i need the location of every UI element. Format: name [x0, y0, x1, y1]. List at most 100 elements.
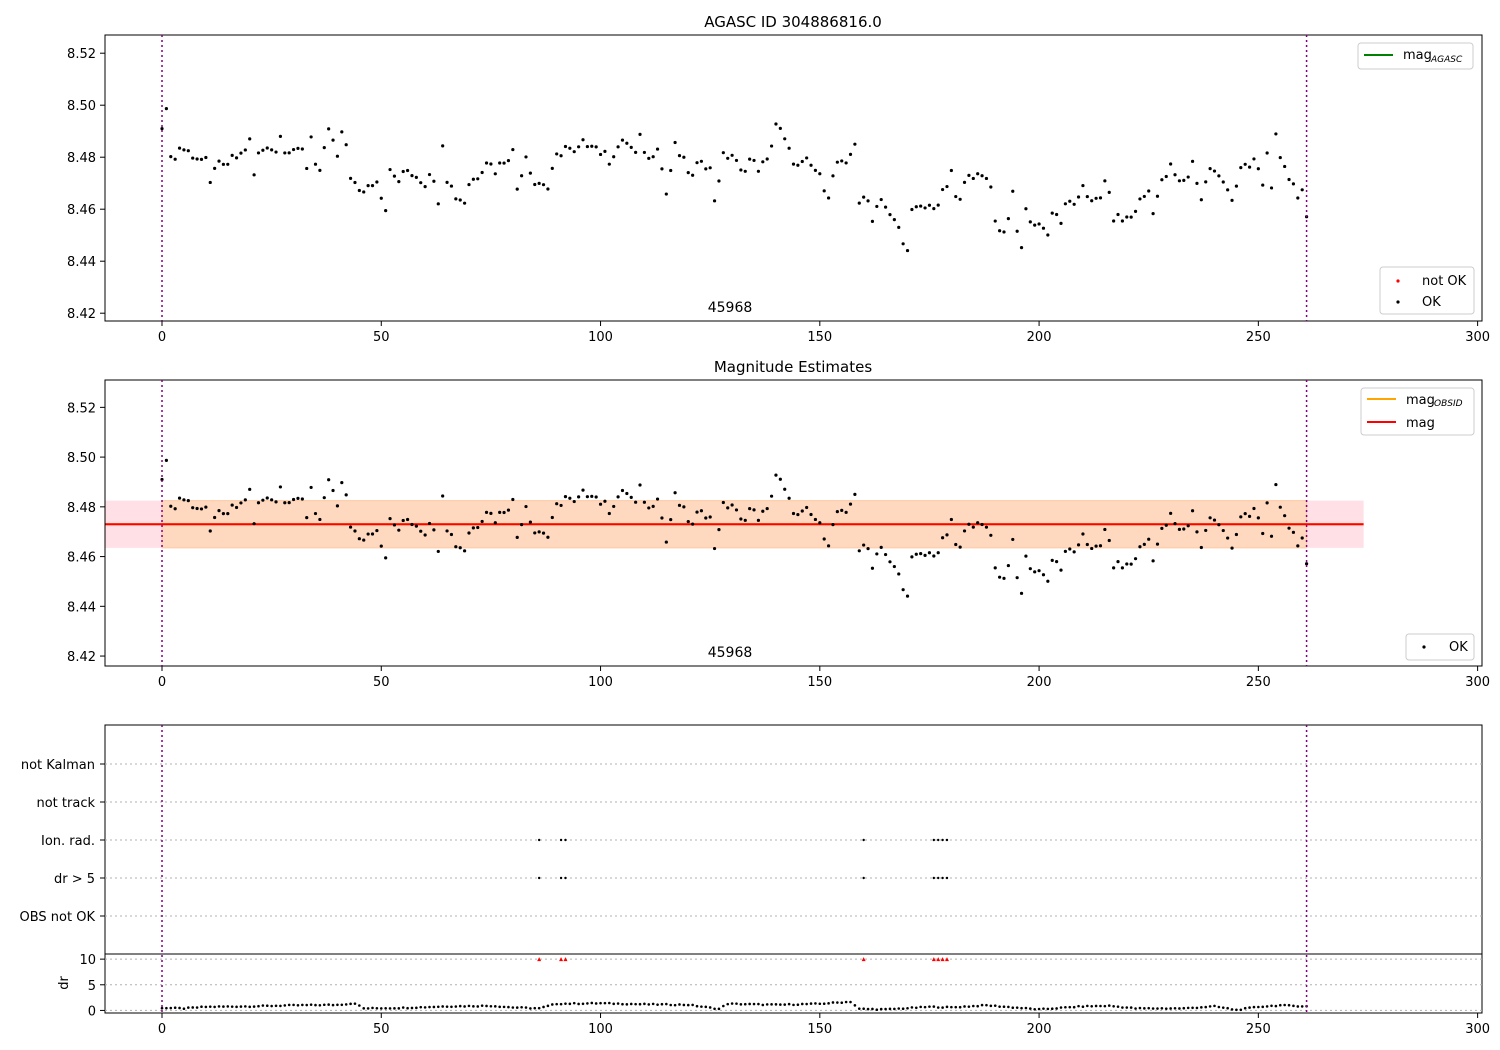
dr-point	[950, 1005, 953, 1009]
ok-point	[370, 532, 375, 536]
ok-point	[1221, 528, 1225, 533]
x-tick-label: 250	[1246, 1022, 1271, 1037]
ok-point	[897, 225, 901, 229]
dr-point	[393, 1007, 396, 1010]
flag-point	[559, 838, 563, 842]
ok-point	[1296, 196, 1300, 200]
dr-point	[612, 1002, 616, 1006]
dr-point	[428, 1005, 431, 1009]
ok-point	[581, 488, 585, 492]
ok-point	[419, 529, 423, 533]
panel4-grid	[105, 958, 1482, 1011]
ok-point	[213, 166, 217, 170]
ok-point	[620, 138, 625, 142]
ok-point	[1226, 188, 1230, 192]
dr-point	[419, 1005, 423, 1009]
ok-point	[423, 185, 427, 189]
ok-point	[357, 188, 361, 193]
ok-point	[1239, 515, 1243, 519]
dr-point	[379, 1007, 383, 1010]
ok-point	[462, 549, 467, 553]
dr-point	[1274, 1004, 1278, 1008]
dr-point	[976, 1004, 979, 1008]
dr-point	[625, 1003, 629, 1006]
ok-point	[822, 537, 826, 541]
panel1-legend-points: not OK OK	[1379, 266, 1475, 315]
dr-point	[594, 1002, 598, 1005]
ok-point	[1199, 198, 1203, 202]
ok-point	[1269, 534, 1274, 538]
dr-point	[735, 1002, 738, 1005]
ok-point	[984, 176, 989, 181]
ok-point	[449, 532, 454, 537]
dr-point	[1151, 1007, 1155, 1010]
dr-point	[1217, 1005, 1221, 1009]
ok-point	[296, 496, 300, 500]
ok-point	[1068, 547, 1072, 551]
ok-point	[1186, 524, 1190, 528]
ok-point	[673, 491, 677, 495]
ok-point	[221, 162, 226, 166]
ok-point	[370, 184, 375, 188]
ok-point	[471, 177, 475, 181]
ok-point	[971, 176, 975, 181]
ok-point	[1081, 532, 1085, 536]
dr-point	[226, 1005, 230, 1008]
dr-point	[1261, 1005, 1265, 1009]
ok-point	[971, 525, 975, 529]
ok-point	[752, 158, 756, 163]
y-tick-label: 8.50	[67, 451, 96, 466]
dr-point	[884, 1007, 887, 1011]
dr-point	[489, 1004, 493, 1008]
dr-point	[252, 1005, 256, 1008]
x-tick-label: 50	[373, 675, 390, 690]
x-tick-label: 0	[158, 675, 166, 690]
ok-point	[962, 180, 967, 184]
dr-point	[713, 1007, 716, 1011]
ok-point	[800, 509, 804, 513]
ok-point	[186, 149, 190, 153]
dr-point	[165, 1006, 168, 1010]
ok-point	[989, 533, 993, 537]
flag-point	[932, 838, 936, 842]
ok-point	[1256, 167, 1260, 171]
dr-point	[669, 1003, 673, 1007]
dr-point	[989, 1004, 993, 1008]
ok-point	[397, 179, 401, 184]
dr-point	[318, 1003, 322, 1007]
dr-point	[1195, 1006, 1199, 1010]
ok-point	[1138, 545, 1142, 549]
ok-point	[300, 147, 304, 151]
ok-point	[1151, 212, 1155, 216]
ok-point	[550, 515, 554, 520]
dr-point	[458, 1004, 462, 1008]
ok-point	[327, 478, 331, 482]
dr-point	[765, 1003, 769, 1006]
ok-point	[897, 572, 901, 576]
dr-point	[581, 1002, 585, 1006]
ok-point	[331, 488, 335, 493]
ok-point	[335, 504, 340, 508]
ok-point	[1186, 175, 1190, 179]
ok-point	[857, 201, 861, 205]
ok-point	[489, 162, 493, 166]
dr-point	[853, 1004, 857, 1007]
ok-point	[1291, 182, 1296, 186]
dr-point	[564, 1002, 567, 1005]
ok-point	[213, 515, 217, 520]
ok-point	[756, 518, 761, 522]
ok-point	[1085, 194, 1089, 199]
ok-point	[379, 544, 383, 548]
x-tick-label: 300	[1465, 1022, 1490, 1037]
ok-point	[791, 162, 796, 166]
dr-point	[472, 1005, 475, 1008]
ok-point	[1274, 132, 1278, 136]
dr-point	[656, 1003, 659, 1006]
ok-point	[1265, 151, 1269, 155]
ok-point	[1234, 184, 1239, 188]
dr-point	[577, 1002, 580, 1006]
ok-point	[704, 167, 708, 171]
ok-point	[563, 144, 568, 149]
ok-point	[405, 168, 410, 173]
dr-point	[384, 1006, 387, 1010]
